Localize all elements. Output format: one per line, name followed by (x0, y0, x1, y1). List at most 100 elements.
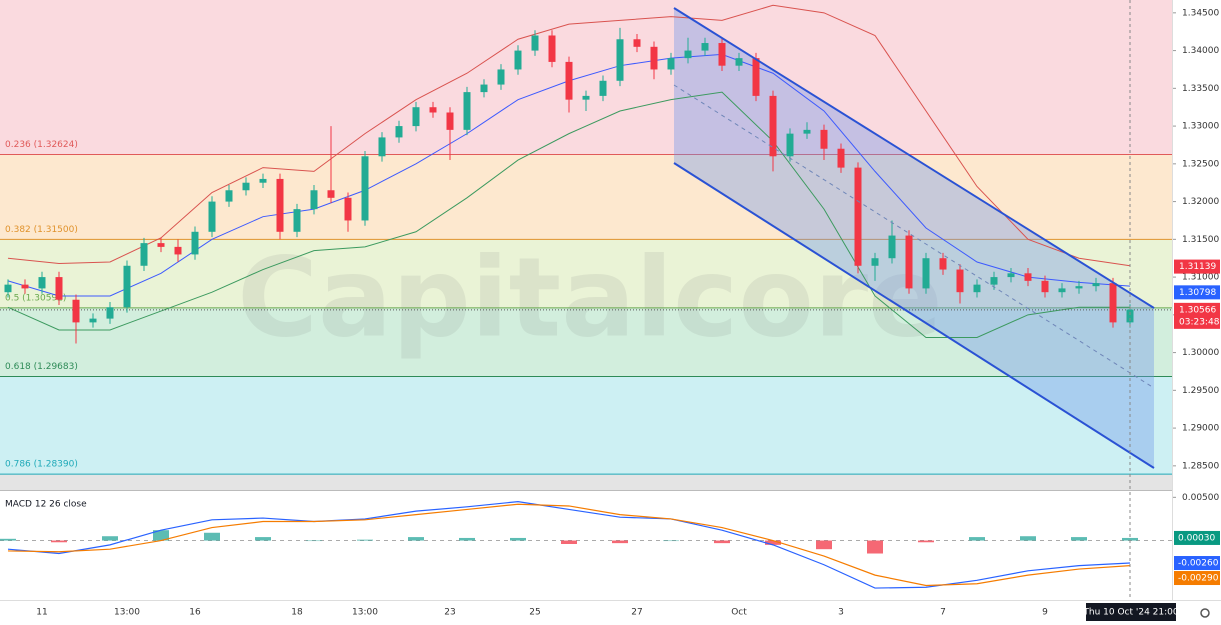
fib-label: 0.5 (1.30592) (5, 293, 66, 303)
x-tick-label: 16 (189, 608, 201, 618)
candle-body (565, 61, 573, 100)
channel-upper (673, 7, 1155, 309)
fib-band (0, 0, 1172, 155)
settings-icon[interactable] (1200, 608, 1210, 618)
x-tick-label: 9 (1042, 608, 1048, 618)
candle-body (4, 284, 12, 293)
candle-body (276, 178, 284, 232)
indicator-tag-label: -0.00260 (1178, 559, 1219, 569)
candle-body (803, 129, 811, 134)
y-tick-label: 1.31000 (1182, 273, 1219, 283)
candle-body (701, 43, 709, 51)
candle-body (871, 258, 879, 266)
y-tick-label: 1.31500 (1182, 235, 1219, 245)
fib-band (0, 307, 1172, 377)
candle-body (429, 107, 437, 113)
signal-line (7, 503, 1131, 587)
fib-label: 0.236 (1.32624) (5, 140, 78, 150)
candle-body (973, 284, 981, 293)
price-tag-label: 1.30566 (1179, 305, 1216, 315)
macd-histogram-bar (1071, 537, 1087, 541)
x-tick-label: 27 (631, 608, 642, 618)
indicator-tag-label: 0.00030 (1178, 533, 1215, 543)
x-tick-label: 11 (36, 608, 47, 618)
fib-label: 0.382 (1.31500) (5, 225, 78, 235)
candle-body (446, 112, 454, 130)
background-layer: Capitalcore 0.236 (1.32624) 0.382 (1.31500… (0, 0, 1172, 490)
price-tag-label: 1.30798 (1179, 288, 1216, 298)
x-tick-label: 23 (444, 608, 455, 618)
candle-body (837, 148, 845, 168)
macd-histogram-bar (867, 540, 883, 554)
candle-body (480, 84, 488, 93)
candle-body (242, 182, 250, 191)
price-tag (1174, 259, 1220, 274)
fib-label: 0.786 (1.28390) (5, 460, 78, 470)
y-tick-label: 1.32500 (1182, 159, 1219, 169)
candle-body (55, 277, 63, 300)
bollinger-upper (7, 4, 1131, 267)
price-tag (1174, 285, 1220, 300)
candle-body (1058, 288, 1066, 293)
macd-histogram-bar (918, 540, 934, 543)
candle-body (106, 307, 114, 319)
x-tick-label: 25 (529, 608, 540, 618)
x-tick-label: 18 (291, 608, 303, 618)
main-layer: 1.34500 1.34000 1.33500 1.33000 1.32500 1.320… (0, 4, 1219, 618)
cursor-tag (1086, 603, 1176, 621)
countdown-label: 03:23:48 (1179, 317, 1220, 327)
macd-line (7, 501, 1131, 589)
macd-histogram-bar (1122, 537, 1138, 541)
macd-histogram-bar (153, 530, 169, 541)
candle-body (531, 35, 539, 51)
macd-histogram-bar (714, 540, 730, 544)
y-tick-label: 1.34000 (1182, 46, 1219, 56)
price-tag-label: 1.31139 (1179, 262, 1216, 272)
indicator-tag (1174, 530, 1220, 545)
candle-body (548, 35, 556, 62)
candle-body (820, 129, 828, 149)
channel-lower (673, 162, 1155, 469)
y-tick-label: 1.33000 (1182, 122, 1219, 132)
candle-body (616, 39, 624, 81)
candle-body (140, 243, 148, 266)
candle-body (1007, 273, 1015, 278)
candle-body (208, 201, 216, 232)
x-tick-label: 3 (838, 608, 844, 618)
candle-body (1092, 283, 1100, 287)
y-tick-label: 1.34500 (1182, 8, 1219, 18)
candle-body (718, 43, 726, 66)
macd-histogram-bar (0, 538, 16, 541)
candle-body (990, 277, 998, 285)
macd-histogram-bar (1020, 536, 1036, 541)
channel-middle (673, 84, 1155, 389)
cursor-label: Thu 10 Oct '24 21:00 (1082, 608, 1178, 618)
indicator-tag-label: -0.00290 (1178, 574, 1219, 584)
candle-body (174, 246, 182, 255)
x-tick-label: 13:00 (114, 608, 140, 618)
y-tick-label: 0.00500 (1182, 493, 1219, 503)
macd-histogram-bar (51, 540, 67, 543)
candle-body (956, 269, 964, 293)
candle-body (582, 95, 590, 100)
indicator-tag (1174, 571, 1220, 586)
candle-body (395, 126, 403, 138)
fib-band (0, 474, 1172, 490)
macd-histogram-bar (459, 537, 475, 541)
x-tick-label: 13:00 (352, 608, 378, 618)
macd-histogram-bar (663, 540, 679, 542)
candle-body (378, 137, 386, 157)
candle-body (293, 209, 301, 232)
candle-body (1024, 273, 1032, 281)
x-tick-label: Oct (731, 608, 747, 618)
candle-body (922, 258, 930, 289)
candle-body (752, 58, 760, 96)
y-tick-label: 1.29500 (1182, 386, 1219, 396)
candle-body (344, 197, 352, 221)
candle-body (225, 190, 233, 202)
bollinger-lower (7, 91, 1130, 338)
candle-body (735, 58, 743, 66)
candle-body (514, 50, 522, 70)
candle-body (21, 284, 29, 289)
